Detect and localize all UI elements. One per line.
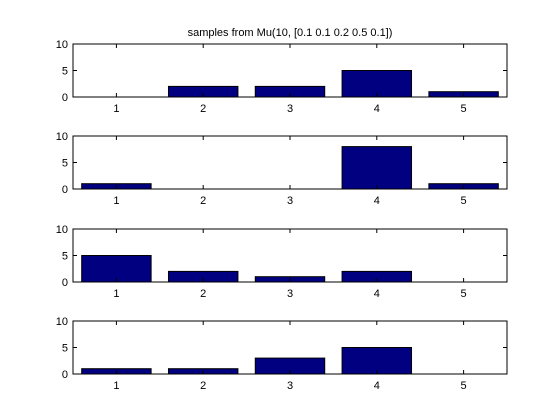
bar-4-4: [341, 347, 413, 375]
x-tick-label: 1: [113, 103, 119, 115]
subplots: 1 2 3 4 5 0 5 10 1 2 3 4 5 0 5 10 1 2 3 4 5 0 5 10 1 2 3 4 5 0 5 10: [56, 39, 508, 392]
y-tick-label: 5: [62, 158, 68, 170]
y-tick-label: 10: [56, 316, 68, 328]
y-tick-label: 0: [62, 277, 68, 289]
y-tick-label: 0: [62, 184, 68, 196]
subplot-4: 1 2 3 4 5 0 5 10: [56, 316, 508, 392]
x-tick-label: 4: [374, 380, 380, 392]
x-tick-label: 2: [200, 195, 206, 207]
subplot-1: 1 2 3 4 5 0 5 10: [56, 39, 508, 115]
y-tick-label: 0: [62, 369, 68, 381]
x-tick-label: 1: [113, 288, 119, 300]
x-tick-label: 2: [200, 380, 206, 392]
y-tick-label: 10: [56, 224, 68, 236]
y-tick-label: 5: [62, 66, 68, 78]
x-tick-label: 5: [461, 195, 467, 207]
x-tick-label: 1: [113, 195, 119, 207]
axes-box: [72, 135, 508, 190]
x-tick-label: 5: [461, 288, 467, 300]
x-tick-label: 4: [374, 103, 380, 115]
bar-1-4: [341, 70, 413, 98]
x-tick-label: 1: [113, 380, 119, 392]
x-tick-label: 4: [374, 195, 380, 207]
x-tick-label: 3: [287, 195, 293, 207]
subplot-3: 1 2 3 4 5 0 5 10: [56, 224, 508, 300]
x-tick-label: 2: [200, 103, 206, 115]
x-tick-label: 5: [461, 380, 467, 392]
x-tick-label: 4: [374, 288, 380, 300]
x-tick-label: 3: [287, 288, 293, 300]
subplot-2: 1 2 3 4 5 0 5 10: [56, 131, 508, 207]
y-tick-label: 5: [62, 343, 68, 355]
x-tick-label: 5: [461, 103, 467, 115]
figure-title: samples from Mu(10, [0.1 0.1 0.2 0.5 0.1…: [188, 27, 393, 39]
y-tick-label: 10: [56, 131, 68, 143]
y-tick-label: 5: [62, 251, 68, 263]
x-tick-label: 3: [287, 103, 293, 115]
x-tick-label: 3: [287, 380, 293, 392]
x-tick-label: 2: [200, 288, 206, 300]
bar-3-1: [81, 255, 152, 283]
y-tick-label: 0: [62, 92, 68, 104]
bar-2-4: [341, 146, 413, 190]
y-tick-label: 10: [56, 39, 68, 51]
